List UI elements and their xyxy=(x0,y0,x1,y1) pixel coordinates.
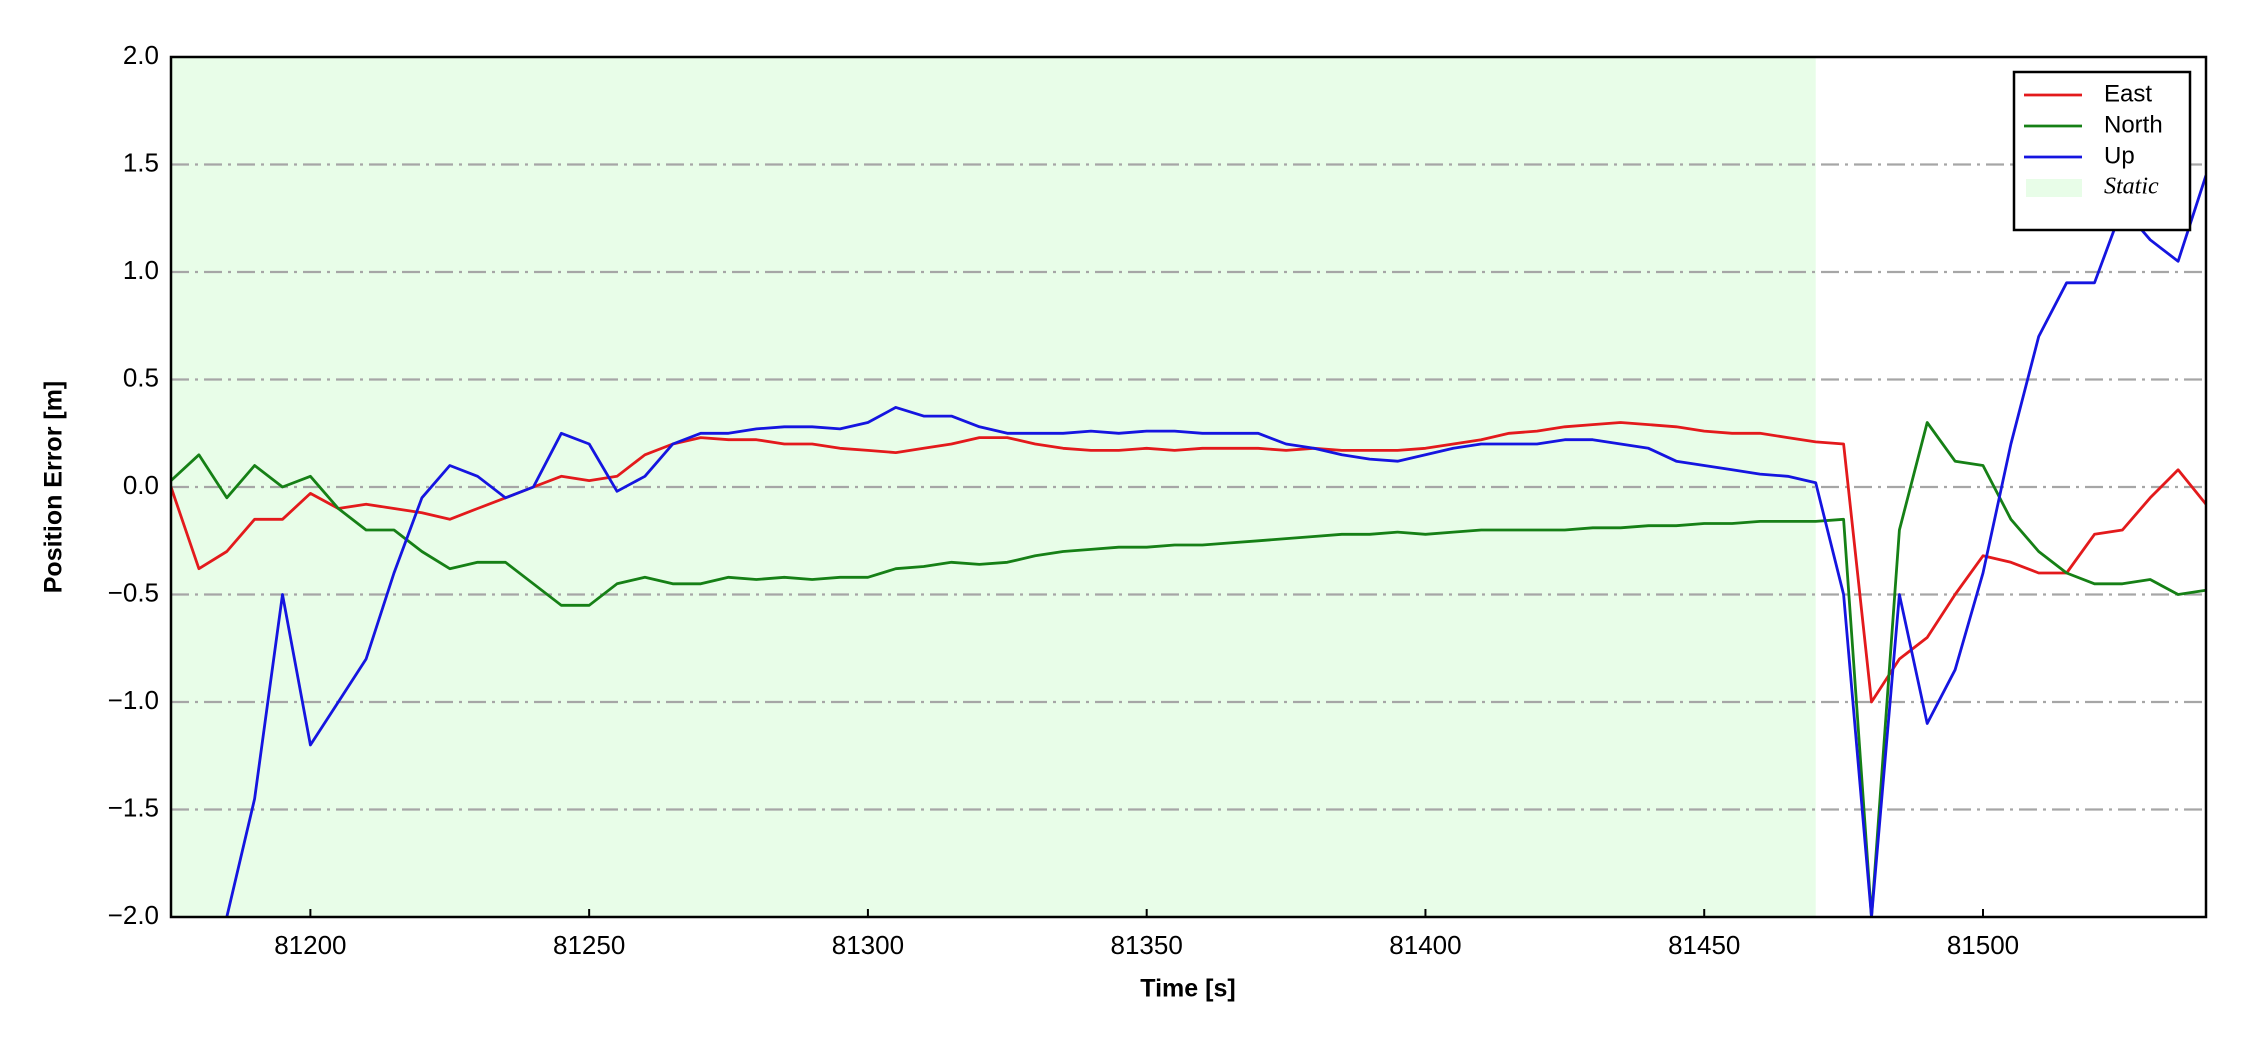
y-tick-label: −1.5 xyxy=(108,792,159,822)
y-axis-label: Position Error [m] xyxy=(40,381,68,594)
x-tick-label: 81300 xyxy=(832,930,904,960)
y-tick-label: −2.0 xyxy=(108,900,159,930)
legend-label: East xyxy=(2104,80,2152,107)
legend-label: Up xyxy=(2104,142,2135,169)
y-tick-label: 1.5 xyxy=(123,147,159,177)
y-tick-label: −1.0 xyxy=(108,685,159,715)
x-tick-label: 81500 xyxy=(1947,930,2019,960)
series-line xyxy=(225,174,2206,917)
y-tick-label: 0.0 xyxy=(123,470,159,500)
x-tick-label: 81350 xyxy=(1111,930,1183,960)
x-tick-label: 81200 xyxy=(274,930,346,960)
plot-lines xyxy=(171,174,2206,917)
y-tick-label: 1.0 xyxy=(123,255,159,285)
x-tick-label: 81450 xyxy=(1668,930,1740,960)
y-tick-label: 0.5 xyxy=(123,362,159,392)
y-tick-label: −0.5 xyxy=(108,577,159,607)
x-axis-label: Time [s] xyxy=(1140,975,1235,1003)
legend-box xyxy=(2012,70,2192,232)
x-tick-label: 81400 xyxy=(1389,930,1461,960)
y-tick-label: 2.0 xyxy=(123,40,159,70)
legend-label: Static xyxy=(2104,174,2159,200)
legend-swatch xyxy=(2026,179,2082,197)
legend-label: North xyxy=(2104,111,2163,138)
plot-frame xyxy=(169,55,2208,919)
x-tick-label: 81250 xyxy=(553,930,625,960)
